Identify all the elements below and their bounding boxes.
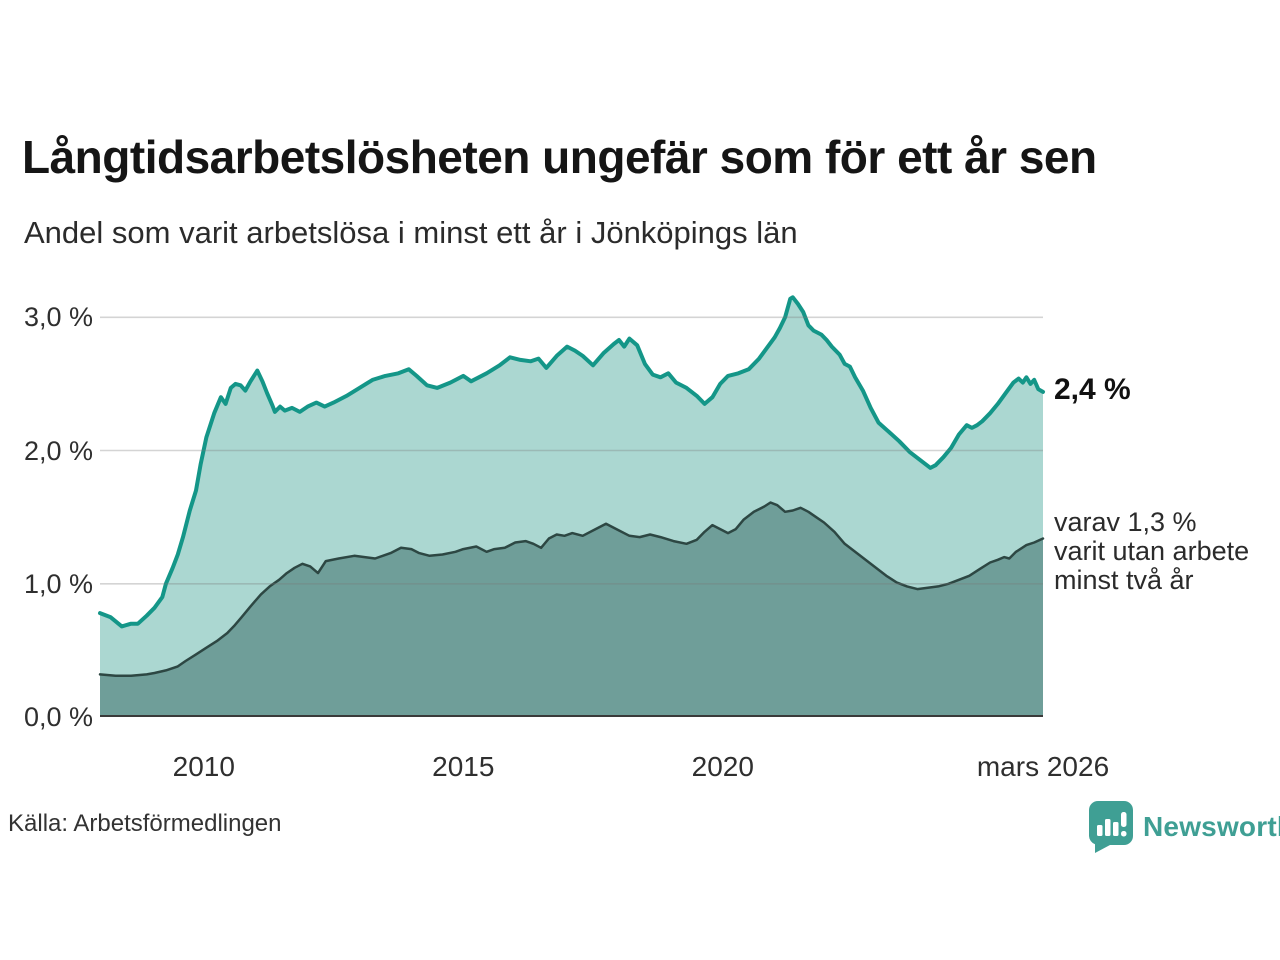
annotation-secondary-value: varav 1,3 % varit utan arbete minst två … [1054,508,1249,595]
area-minst-tva-ar [100,502,1043,717]
chart-subtitle: Andel som varit arbetslösa i minst ett å… [24,215,798,250]
newsworthy-wordmark: Newsworthy [1143,811,1280,842]
y-tick-label: 2,0 % [23,435,93,466]
x-tick-label: mars 2026 [976,751,1110,782]
newsworthy-bubble-chart-icon [1088,800,1134,854]
line-minst-ett-ar [98,295,1045,629]
area-chart [98,295,1045,717]
y-tick-label: 3,0 % [23,302,93,333]
source-credit: Källa: Arbetsförmedlingen [8,810,282,837]
newsworthy-logo: Newsworthy [1088,800,1280,854]
plot-area [98,280,1045,717]
x-tick-label: 2020 [691,751,754,782]
annotation-line-3: minst två år [1054,565,1194,596]
annotation-line-2: varit utan arbete [1054,536,1250,567]
x-tick-label: 2010 [172,751,235,782]
y-tick-label: 1,0 % [23,568,93,599]
line-minst-tva-ar [98,501,1045,677]
y-tick-label: 0,0 % [23,702,93,732]
annotation-line-1: varav 1,3 % [1054,507,1197,538]
page-title: Långtidsarbetslösheten ungefär som för e… [22,131,1097,183]
x-tick-label: 2015 [432,751,495,782]
annotation-current-value: 2,4 % [1054,372,1131,406]
